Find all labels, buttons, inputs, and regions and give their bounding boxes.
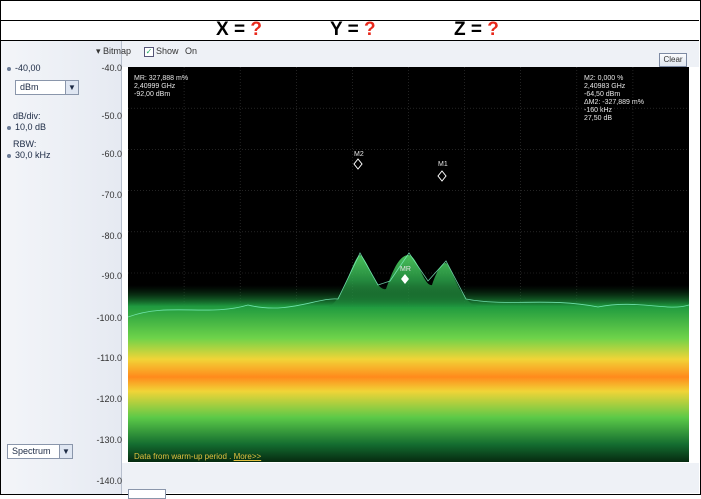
y-tick-label: -60.0 bbox=[101, 149, 122, 159]
rbw-row[interactable]: 30,0 kHz bbox=[7, 150, 51, 160]
spectrum-plot[interactable]: MR: 327,888 m% 2,40999 GHz -92,00 dBm M2… bbox=[128, 67, 689, 462]
y-variable: Y = ? bbox=[330, 20, 376, 40]
y-tick-label: -110.0 bbox=[97, 353, 122, 363]
trace-select[interactable]: Spectrum ▼ bbox=[7, 444, 73, 459]
ref-level-value: -40,00 bbox=[15, 63, 41, 73]
unit-select-value: dBm bbox=[20, 82, 39, 92]
show-label: Show bbox=[156, 46, 179, 56]
header-bar bbox=[0, 0, 699, 21]
y-tick-label: -130.0 bbox=[96, 435, 122, 445]
warmup-notice: Data from warm-up period . More>> bbox=[134, 452, 261, 461]
bitmap-toggle[interactable]: ▾ Bitmap bbox=[96, 46, 131, 57]
db-div-label: dB/div: bbox=[13, 111, 41, 121]
marker-readout-right: M2: 0,000 % 2,40983 GHz -64,50 dBm ΔM2: … bbox=[584, 75, 644, 123]
more-link[interactable]: More>> bbox=[233, 452, 262, 461]
checkbox-checked-icon[interactable]: ✓ bbox=[144, 46, 154, 57]
y-tick-label: -70.0 bbox=[101, 190, 122, 200]
rbw-label: RBW: bbox=[13, 139, 37, 149]
readout-line: -64,50 dBm bbox=[584, 91, 621, 98]
y-value: ? bbox=[363, 19, 376, 40]
y-tick-label: -90.0 bbox=[101, 271, 122, 281]
db-div-value: 10,0 dB bbox=[15, 122, 47, 132]
y-tick-label: -100.0 bbox=[96, 313, 122, 323]
settings-sidebar: -40,00 dBm ▼ dB/div: 10,0 dB RBW: 30,0 k… bbox=[1, 41, 122, 494]
peak-envelope bbox=[328, 255, 478, 307]
bullet-icon bbox=[7, 125, 11, 130]
chevron-down-icon[interactable]: ▼ bbox=[65, 81, 78, 94]
bitmap-label: Bitmap bbox=[103, 46, 132, 56]
warmup-text: Data from warm-up period . bbox=[134, 452, 232, 461]
trace-upper bbox=[128, 252, 689, 318]
spectrum-svg bbox=[128, 67, 689, 462]
z-variable: Z = ? bbox=[454, 20, 499, 40]
trace-select-value: Spectrum bbox=[12, 446, 51, 456]
readout-line: M2: 0,000 % bbox=[584, 75, 624, 82]
z-label: Z = bbox=[454, 19, 488, 40]
bottom-strip bbox=[122, 463, 699, 499]
x-value: ? bbox=[250, 19, 262, 40]
readout-line: -92,00 dBm bbox=[134, 91, 171, 98]
marker-mr-label: MR bbox=[400, 266, 411, 273]
y-tick-label: -140.0 bbox=[96, 476, 122, 486]
y-tick-label: -80.0 bbox=[101, 231, 122, 241]
bullet-icon bbox=[7, 153, 11, 158]
clear-button[interactable]: Clear bbox=[659, 53, 687, 67]
on-label: On bbox=[185, 46, 198, 56]
readout-line: -160 kHz bbox=[584, 107, 613, 114]
z-value: ? bbox=[487, 19, 499, 40]
rbw-value: 30,0 kHz bbox=[15, 150, 51, 160]
readout-line: 27,50 dB bbox=[584, 115, 613, 122]
y-label: Y = bbox=[330, 19, 364, 40]
y-tick-label: -50.0 bbox=[101, 111, 122, 121]
x-variable: X = ? bbox=[216, 20, 262, 40]
x-label: X = bbox=[216, 19, 251, 40]
bottom-control[interactable] bbox=[128, 489, 166, 499]
y-tick-label: -120.0 bbox=[96, 394, 122, 404]
marker-m1-label: M1 bbox=[438, 161, 448, 168]
readout-line: ΔM2: -327,889 m% bbox=[584, 99, 644, 106]
readout-line: MR: 327,888 m% bbox=[134, 75, 189, 82]
noise-floor-band bbox=[128, 285, 689, 462]
collapse-arrow-icon: ▾ bbox=[96, 46, 104, 56]
ref-level-row[interactable]: -40,00 bbox=[7, 63, 41, 73]
db-div-row[interactable]: 10,0 dB bbox=[7, 122, 46, 132]
marker-readout-left: MR: 327,888 m% 2,40999 GHz -92,00 dBm bbox=[134, 75, 188, 99]
unit-select[interactable]: dBm ▼ bbox=[15, 80, 79, 95]
bullet-icon bbox=[7, 66, 11, 71]
plot-toolbar: ▾ Bitmap ✓ Show On Clear bbox=[96, 41, 699, 67]
readout-line: 2,40999 GHz bbox=[134, 83, 176, 90]
question-banner: X = ? Y = ? Z = ? bbox=[0, 20, 699, 41]
marker-m2-label: M2 bbox=[354, 151, 364, 158]
show-checkbox[interactable]: ✓ Show On bbox=[144, 46, 197, 57]
y-tick-label: -40.0 bbox=[101, 63, 122, 73]
readout-line: 2,40983 GHz bbox=[584, 83, 626, 90]
chevron-down-icon[interactable]: ▼ bbox=[59, 445, 72, 458]
